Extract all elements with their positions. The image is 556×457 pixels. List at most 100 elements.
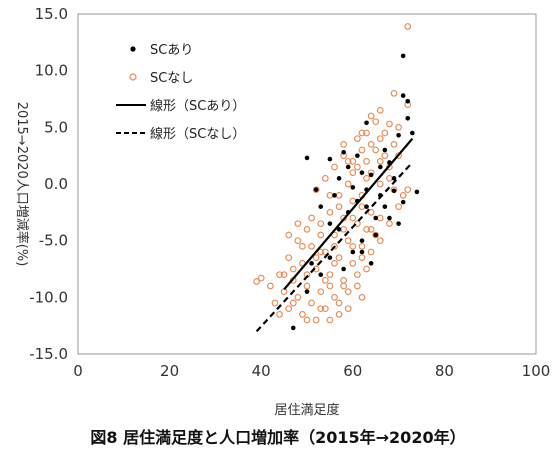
point-sc-ari: [400, 53, 406, 59]
point-sc-ari: [396, 221, 401, 226]
point-sc-ari: [364, 120, 369, 126]
point-sc-ari: [304, 155, 310, 161]
point-sc-nashi: [358, 242, 366, 250]
point-sc-nashi: [395, 123, 402, 131]
point-sc-nashi: [285, 305, 293, 313]
point-sc-nashi: [367, 248, 375, 256]
point-sc-nashi: [344, 157, 352, 165]
point-sc-nashi: [367, 112, 375, 120]
point-sc-nashi: [344, 288, 352, 296]
point-sc-ari: [327, 221, 333, 226]
point-sc-ari: [405, 115, 411, 121]
point-sc-ari: [382, 204, 388, 209]
point-sc-nashi: [257, 274, 265, 282]
point-sc-nashi: [358, 146, 366, 154]
point-sc-nashi: [404, 23, 412, 30]
point-sc-nashi: [312, 186, 320, 194]
trendline-sc-ari: [283, 137, 414, 291]
point-sc-ari: [400, 93, 406, 98]
point-sc-nashi: [363, 157, 370, 165]
point-sc-nashi: [321, 248, 329, 256]
point-sc-nashi: [303, 282, 311, 290]
trendline-sc-nashi: [255, 161, 414, 333]
point-sc-nashi: [326, 208, 334, 216]
y-tick-label: -5.0: [39, 232, 68, 250]
point-sc-nashi: [308, 299, 315, 307]
point-sc-nashi: [294, 293, 302, 301]
point-sc-nashi: [335, 310, 343, 318]
point-sc-nashi: [354, 135, 361, 143]
legend-label-trend-sc-nashi: 線形（SCなし）: [150, 126, 245, 142]
point-sc-nashi: [299, 310, 306, 318]
point-sc-ari: [373, 232, 379, 238]
point-sc-nashi: [276, 310, 283, 318]
point-sc-nashi: [271, 299, 279, 307]
point-sc-nashi: [289, 265, 297, 273]
point-sc-nashi: [340, 140, 347, 148]
point-sc-ari: [396, 132, 401, 138]
y-tick-label: -10.0: [29, 288, 68, 306]
x-tick-label: 20: [160, 362, 179, 380]
x-tick-label: 60: [343, 362, 362, 380]
point-sc-nashi: [376, 237, 384, 245]
point-sc-nashi: [317, 231, 325, 239]
point-sc-ari: [313, 187, 319, 192]
point-sc-nashi: [363, 265, 370, 273]
point-sc-nashi: [303, 225, 311, 233]
x-tick-label: 80: [435, 362, 454, 380]
point-sc-nashi: [404, 186, 412, 194]
point-sc-nashi: [335, 254, 343, 262]
point-sc-ari: [387, 215, 392, 221]
point-sc-nashi: [326, 316, 334, 324]
point-sc-ari: [377, 164, 383, 170]
point-sc-nashi: [349, 169, 357, 177]
plot-area: [77, 13, 537, 355]
point-sc-nashi: [349, 214, 357, 222]
point-sc-nashi: [395, 152, 402, 160]
point-sc-nashi: [358, 129, 366, 137]
point-sc-nashi: [363, 225, 370, 233]
legend-marker-sc-nashi: [129, 73, 137, 81]
point-sc-nashi: [354, 271, 361, 279]
point-sc-nashi: [326, 271, 334, 279]
point-sc-ari: [368, 261, 374, 266]
point-sc-nashi: [390, 89, 398, 97]
point-sc-nashi: [321, 174, 329, 182]
point-sc-nashi: [349, 259, 357, 267]
point-sc-ari: [359, 249, 365, 255]
point-sc-nashi: [317, 220, 325, 228]
point-sc-ari: [359, 238, 365, 243]
point-sc-ari: [309, 261, 314, 266]
point-sc-nashi: [354, 282, 361, 290]
point-sc-nashi: [349, 157, 357, 165]
point-sc-ari: [304, 289, 310, 294]
point-sc-nashi: [299, 242, 306, 250]
point-sc-nashi: [321, 305, 329, 313]
point-sc-ari: [382, 147, 388, 153]
legend-label-sc-ari: SCあり: [150, 43, 193, 58]
point-sc-nashi: [321, 276, 329, 284]
point-sc-nashi: [363, 174, 370, 182]
point-sc-nashi: [308, 214, 315, 222]
point-sc-nashi: [335, 203, 343, 211]
point-sc-nashi: [308, 242, 315, 250]
point-sc-nashi: [294, 237, 302, 245]
point-sc-nashi: [289, 299, 297, 307]
point-sc-nashi: [276, 271, 283, 279]
point-sc-ari: [332, 193, 337, 198]
y-tick-label: 10.0: [35, 62, 68, 80]
point-sc-nashi: [331, 259, 338, 267]
point-sc-ari: [405, 98, 411, 104]
point-sc-nashi: [326, 282, 334, 290]
point-sc-nashi: [317, 248, 325, 256]
point-sc-nashi: [312, 254, 320, 262]
point-sc-ari: [350, 185, 356, 190]
x-tick-label: 0: [73, 362, 83, 380]
point-sc-ari: [414, 189, 420, 195]
point-sc-nashi: [280, 271, 288, 279]
point-sc-ari: [327, 156, 333, 162]
point-sc-nashi: [331, 163, 338, 171]
point-sc-nashi: [344, 237, 352, 245]
point-sc-nashi: [381, 129, 389, 137]
point-sc-ari: [400, 199, 406, 205]
